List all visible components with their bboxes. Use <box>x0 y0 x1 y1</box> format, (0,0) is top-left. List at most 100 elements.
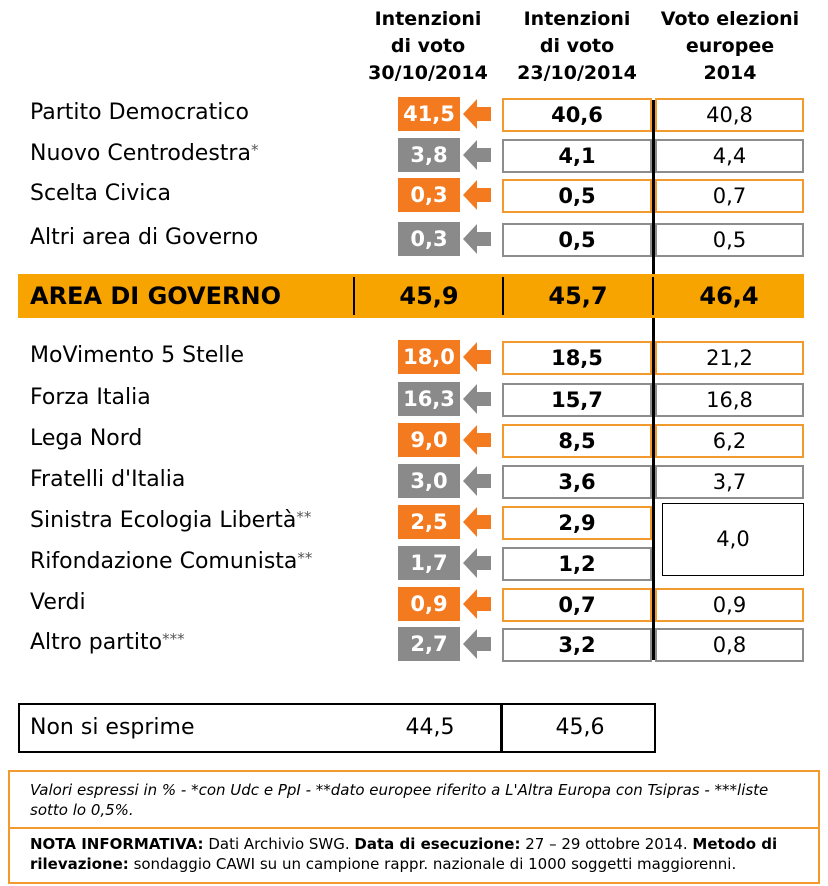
party-name: Sinistra Ecologia Libertà <box>30 508 297 533</box>
previous-value-movimento-5-stelle: 18,5 <box>502 341 652 375</box>
header-europee: Voto elezioni europee 2014 <box>656 6 804 87</box>
info-text: Dati Archivio SWG. <box>203 835 355 853</box>
party-name: MoVimento 5 Stelle <box>30 343 244 368</box>
date-label: Data di esecuzione: <box>354 835 521 853</box>
party-name: Rifondazione Comunista <box>30 549 298 574</box>
date-text: 27 – 29 ottobre 2014. <box>520 835 693 853</box>
party-name: Lega Nord <box>30 426 143 451</box>
europee-value-scelta-civica: 0,7 <box>655 179 804 213</box>
europee-value-lega-nord: 6,2 <box>655 424 804 458</box>
previous-value-scelta-civica: 0,5 <box>502 179 652 213</box>
area-governo-sep-2 <box>502 277 504 315</box>
party-footnote-mark: *** <box>162 630 185 648</box>
non-si-esprime-current: 44,5 <box>405 715 455 740</box>
current-value-altro-partito: 2,7 <box>398 627 460 661</box>
europee-value-partito-democratico: 40,8 <box>655 98 804 132</box>
current-value-partito-democratico: 41,5 <box>398 97 460 131</box>
area-governo-europee: 46,4 <box>699 282 759 310</box>
area-governo-band <box>18 274 804 318</box>
party-label-sinistra-ecologia-liberta: Sinistra Ecologia Libertà** <box>30 506 311 536</box>
header-current-line3: 30/10/2014 <box>368 62 488 84</box>
header-previous: Intenzioni di voto 23/10/2014 <box>502 6 652 87</box>
current-value-scelta-civica: 0,3 <box>398 178 460 212</box>
party-footnote-mark: ** <box>296 508 312 526</box>
europee-value-altri-area-di-governo: 0,5 <box>655 223 804 257</box>
method-text: sondaggio CAWI su un campione rappr. naz… <box>128 855 737 873</box>
current-value-sinistra-ecologia-liberta: 2,5 <box>398 505 460 539</box>
previous-value-lega-nord: 8,5 <box>502 424 652 458</box>
previous-value-sinistra-ecologia-liberta: 2,9 <box>502 506 652 540</box>
current-value-altri-area-di-governo: 0,3 <box>398 222 460 256</box>
party-name: Verdi <box>30 590 86 615</box>
europee-value-verdi: 0,9 <box>655 588 804 622</box>
header-europee-line2: europee <box>685 35 775 57</box>
arrow-left-icon <box>463 629 491 659</box>
previous-value-altri-area-di-governo: 0,5 <box>502 223 652 257</box>
europee-value-nuovo-centrodestra: 4,4 <box>655 139 804 173</box>
current-value-movimento-5-stelle: 18,0 <box>398 340 460 374</box>
party-label-partito-democratico: Partito Democratico <box>30 98 249 128</box>
europee-value-forza-italia: 16,8 <box>655 383 804 417</box>
party-name: Altri area di Governo <box>30 225 259 250</box>
current-value-lega-nord: 9,0 <box>398 423 460 457</box>
previous-value-verdi: 0,7 <box>502 588 652 622</box>
party-name: Forza Italia <box>30 385 151 410</box>
party-label-lega-nord: Lega Nord <box>30 424 142 454</box>
arrow-left-icon <box>463 507 491 537</box>
column-divider-bottom <box>652 318 655 660</box>
non-si-esprime-box <box>18 703 656 753</box>
header-previous-line3: 23/10/2014 <box>517 62 637 84</box>
party-footnote-mark: * <box>250 141 259 159</box>
non-si-esprime-label: Non si esprime <box>30 715 195 740</box>
merged-europee-value: 4,0 <box>716 527 750 551</box>
party-label-movimento-5-stelle: MoVimento 5 Stelle <box>30 341 244 371</box>
party-name: Fratelli d'Italia <box>30 467 186 492</box>
party-label-forza-italia: Forza Italia <box>30 383 151 413</box>
arrow-left-icon <box>463 425 491 455</box>
party-footnote-mark: ** <box>297 549 313 567</box>
header-current: Intenzioni di voto 30/10/2014 <box>356 6 500 87</box>
arrow-left-icon <box>463 99 491 129</box>
party-label-scelta-civica: Scelta Civica <box>30 179 171 209</box>
column-divider-top <box>652 100 655 274</box>
area-governo-current: 45,9 <box>399 282 459 310</box>
area-governo-sep-1 <box>353 277 355 315</box>
area-governo-label: AREA DI GOVERNO <box>30 282 281 310</box>
party-label-verdi: Verdi <box>30 588 86 618</box>
non-si-esprime-previous: 45,6 <box>555 715 605 740</box>
europee-value-altro-partito: 0,8 <box>655 628 804 662</box>
current-value-forza-italia: 16,3 <box>398 382 460 416</box>
arrow-left-icon <box>463 224 491 254</box>
europee-value-fratelli-d-italia: 3,7 <box>655 465 804 499</box>
method-label: Metodo di rilevazione: <box>30 835 778 873</box>
party-label-nuovo-centrodestra: Nuovo Centrodestra* <box>30 139 258 169</box>
previous-value-altro-partito: 3,2 <box>502 628 652 662</box>
party-label-fratelli-d-italia: Fratelli d'Italia <box>30 465 185 495</box>
header-previous-line2: di voto <box>539 35 615 57</box>
europee-value-movimento-5-stelle: 21,2 <box>655 341 804 375</box>
area-governo-sep-3 <box>652 277 654 315</box>
arrow-left-icon <box>463 180 491 210</box>
footer-divider <box>8 827 820 829</box>
arrow-left-icon <box>463 466 491 496</box>
current-value-nuovo-centrodestra: 3,8 <box>398 138 460 172</box>
area-governo-previous: 45,7 <box>548 282 608 310</box>
footnote-values: Valori espressi in % - *con Udc e PpI - … <box>30 781 769 819</box>
party-label-altri-area-di-governo: Altri area di Governo <box>30 223 258 253</box>
info-label: NOTA INFORMATIVA: <box>30 835 204 853</box>
header-previous-line1: Intenzioni <box>523 8 631 30</box>
header-current-line1: Intenzioni <box>374 8 482 30</box>
party-label-rifondazione-comunista: Rifondazione Comunista** <box>30 547 312 577</box>
arrow-left-icon <box>463 342 491 372</box>
party-name: Nuovo Centrodestra <box>30 141 251 166</box>
previous-value-rifondazione-comunista: 1,2 <box>502 547 652 581</box>
arrow-left-icon <box>463 589 491 619</box>
arrow-left-icon <box>463 384 491 414</box>
previous-value-fratelli-d-italia: 3,6 <box>502 465 652 499</box>
header-europee-line1: Voto elezioni <box>660 8 800 30</box>
previous-value-forza-italia: 15,7 <box>502 383 652 417</box>
current-value-rifondazione-comunista: 1,7 <box>398 546 460 580</box>
current-value-verdi: 0,9 <box>398 587 460 621</box>
header-current-line2: di voto <box>390 35 466 57</box>
party-name: Partito Democratico <box>30 100 249 125</box>
